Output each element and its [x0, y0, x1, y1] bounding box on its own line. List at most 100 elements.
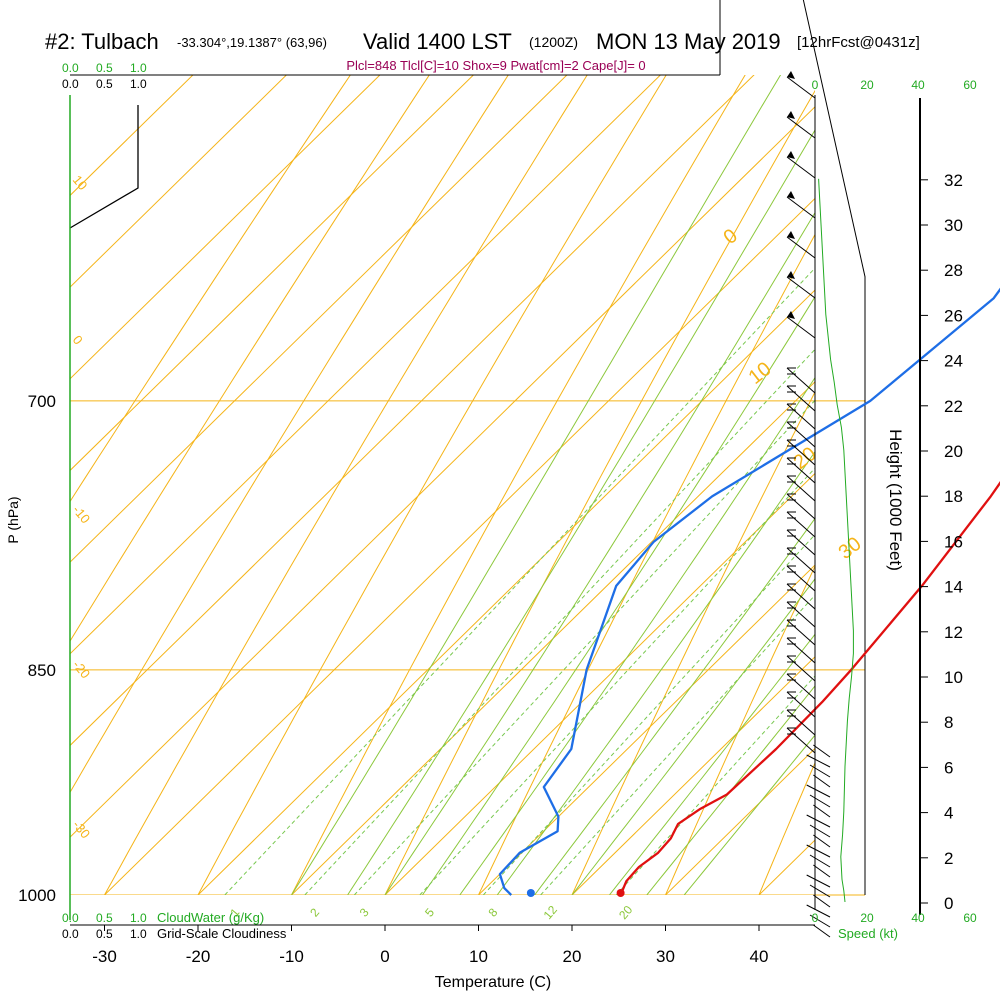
mixing-ratio-label: 12 — [541, 903, 561, 922]
temperature-profile — [619, 481, 1000, 896]
temperature-tick-label: -20 — [186, 947, 211, 966]
stability-indices: Plcl=848 Tlcl[C]=10 Shox=9 Pwat[cm]=2 Ca… — [346, 58, 645, 73]
wind-barb — [806, 844, 831, 858]
moist-adiabat — [291, 75, 782, 895]
height-tick-label: 18 — [944, 487, 963, 506]
wind-barb — [786, 367, 816, 394]
dry-adiabat — [571, 390, 815, 895]
wind-barbs — [786, 71, 831, 938]
dry-adiabat — [853, 0, 1000, 895]
valid-time: Valid 1400 LST — [363, 29, 512, 54]
moist-adiabat — [571, 578, 815, 895]
temperature-tick-label: -30 — [92, 947, 117, 966]
dewpoint-profile — [498, 287, 1000, 896]
isotherm-line — [70, 75, 381, 380]
cloudwater-tick-bottom: 0.5 — [96, 911, 113, 925]
isotherm-line — [70, 106, 815, 838]
mixing-ratio-line — [224, 267, 815, 895]
isotherm-label: 10 — [70, 172, 91, 193]
dry-adiabat-label: 10 — [745, 358, 776, 389]
dry-adiabat — [70, 75, 351, 503]
cloudiness-tick-bottom: 0.5 — [96, 927, 113, 941]
cloudiness-tick-bottom: 0.0 — [62, 927, 79, 941]
height-tick-label: 22 — [944, 397, 963, 416]
height-tick-label: 26 — [944, 306, 963, 325]
cloudwater-label: CloudWater (g/Kg) — [157, 910, 264, 925]
isotherm-line — [70, 75, 568, 563]
wind-barb — [786, 709, 816, 736]
surface-temperature-marker — [616, 889, 625, 897]
temperature-tick-label: -10 — [279, 947, 304, 966]
speed-tick-top: 60 — [963, 78, 977, 92]
wind-barb — [813, 774, 831, 788]
wind-barb — [786, 493, 816, 520]
dry-adiabat — [104, 75, 588, 895]
mixing-ratio-label: 3 — [357, 905, 372, 919]
isotherm-line — [384, 472, 815, 895]
pressure-tick-label: 1000 — [18, 886, 56, 905]
speed-tick-bottom: 0 — [812, 911, 819, 925]
speed-tick-bottom: 60 — [963, 911, 977, 925]
isotherm-line — [70, 75, 194, 197]
wind-barb — [813, 924, 831, 938]
wind-barb — [786, 439, 816, 466]
isotherm-line — [478, 564, 815, 895]
height-tick-label: 16 — [944, 532, 963, 551]
wind-barb-pennant — [787, 311, 795, 319]
cloudwater-tick-top: 1.0 — [130, 61, 147, 75]
wind-barb — [786, 511, 816, 538]
cloudwater-tick-top: 0.5 — [96, 61, 113, 75]
wind-barb — [809, 914, 831, 928]
wind-barb-pennant — [787, 71, 795, 79]
dry-adiabat — [384, 89, 815, 895]
wind-barb — [786, 583, 816, 610]
moist-adiabat — [459, 376, 815, 895]
wind-barb — [786, 403, 816, 430]
wind-barb — [786, 156, 816, 179]
wind-barb — [809, 884, 831, 898]
moist-adiabat — [609, 633, 815, 895]
cloudwater-tick-bottom: 1.0 — [130, 911, 147, 925]
speed-tick-top: 40 — [911, 78, 925, 92]
height-tick-label: 14 — [944, 578, 963, 597]
wind-barb — [809, 794, 831, 808]
speed-tick-bottom: 40 — [911, 911, 925, 925]
header: #2: Tulbach -33.304°,19.1387° (63,96) Va… — [45, 29, 920, 73]
wind-barb — [786, 619, 816, 646]
cloudiness-tick-top: 1.0 — [130, 77, 147, 91]
height-tick-label: 28 — [944, 261, 963, 280]
mixing-ratio-line — [540, 594, 815, 895]
height-tick-label: 4 — [944, 804, 953, 823]
cloudiness-profile — [69, 105, 139, 229]
moist-adiabat — [534, 517, 815, 895]
mixing-ratio-label: 2 — [307, 905, 322, 919]
wind-barb — [786, 529, 816, 556]
plot-clip-group — [70, 0, 1000, 895]
pressure-tick-label: 850 — [28, 661, 56, 680]
dry-adiabat — [665, 565, 815, 895]
height-tick-label: 0 — [944, 894, 953, 913]
wind-barb-pennant — [787, 151, 795, 159]
wind-barb — [806, 874, 831, 888]
dry-adiabat — [197, 75, 667, 895]
station-coords: -33.304°,19.1387° (63,96) — [177, 35, 327, 50]
surface-dewpoint-marker — [526, 889, 535, 897]
speed-tick-bottom: 20 — [860, 911, 874, 925]
height-tick-label: 2 — [944, 849, 953, 868]
wind-barb — [786, 76, 816, 99]
wind-barb-pennant — [787, 271, 795, 279]
cloudiness-tick-top: 0.5 — [96, 77, 113, 91]
mixing-ratio-label: 20 — [616, 903, 636, 922]
isotherm-line — [70, 75, 475, 472]
cloudwater-tick-top: 0.0 — [62, 61, 79, 75]
wind-barb-pennant — [787, 231, 795, 239]
isotherm-line — [197, 289, 815, 895]
temperature-tick-label: 40 — [750, 947, 769, 966]
mixing-ratio-line — [482, 533, 815, 895]
station-title: #2: Tulbach — [45, 29, 159, 54]
mixing-ratio-line — [615, 675, 815, 895]
wind-barb-pennant — [787, 191, 795, 199]
height-tick-label: 30 — [944, 216, 963, 235]
wind-barb — [806, 754, 831, 768]
